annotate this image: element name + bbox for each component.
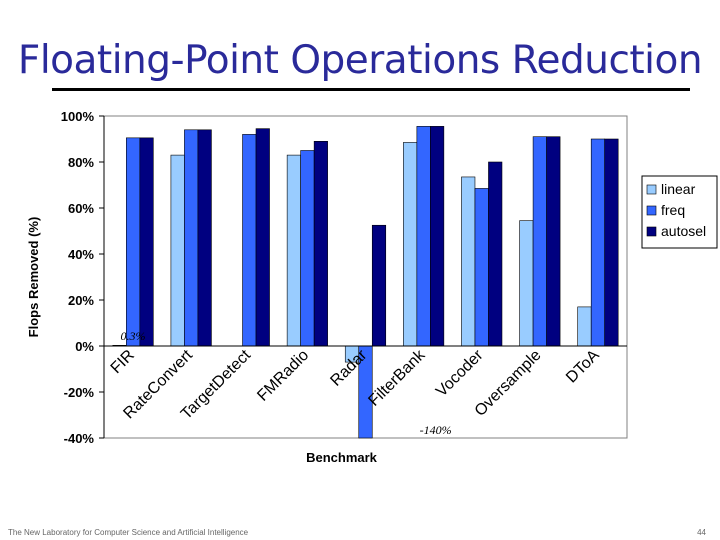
bar-autosel (371, 224, 387, 347)
legend-swatch-autosel (646, 226, 657, 237)
legend-swatch-freq (646, 205, 657, 216)
bar-linear (286, 154, 301, 347)
bar-linear (170, 154, 185, 347)
bar-autosel (255, 128, 270, 347)
bar-freq (300, 150, 315, 347)
y-tick-label: 40% (68, 247, 94, 262)
bar-autosel (604, 138, 619, 347)
legend-swatch-linear (646, 184, 657, 195)
slide-title: Floating-Point Operations Reduction (17, 38, 703, 83)
bar-autosel (546, 136, 561, 347)
bar-autosel (139, 137, 154, 347)
bar-linear (519, 220, 534, 347)
bar-freq (474, 188, 489, 347)
bar-freq (126, 137, 141, 347)
footer-text: The New Laboratory for Computer Science … (8, 528, 249, 537)
legend-label-autosel: autosel (661, 223, 706, 239)
y-tick-label: -20% (64, 385, 95, 400)
title-rule (52, 88, 690, 91)
bar-freq (532, 136, 547, 347)
bar-freq (416, 126, 431, 347)
y-tick-label: 100% (61, 109, 95, 124)
bar-linear (461, 176, 476, 347)
legend-label-linear: linear (661, 181, 696, 197)
bar-autosel (488, 161, 503, 347)
bar-autosel (197, 129, 212, 347)
bar-autosel (313, 141, 328, 347)
y-tick-label: -40% (64, 431, 95, 446)
bar-freq (242, 134, 257, 347)
y-axis-title: Flops Removed (%) (26, 217, 41, 338)
y-tick-label: 0% (75, 339, 94, 354)
legend-label-freq: freq (661, 202, 685, 218)
data-annotation: -140% (420, 423, 452, 437)
bar-freq (590, 138, 605, 347)
bar-freq (184, 129, 199, 347)
y-tick-label: 60% (68, 201, 94, 216)
bar-linear (403, 142, 418, 347)
bar-autosel (430, 126, 445, 347)
page-number: 44 (697, 528, 706, 537)
bar-linear (577, 306, 592, 347)
y-tick-label: 80% (68, 155, 94, 170)
x-axis-title: Benchmark (306, 450, 378, 465)
y-tick-label: 20% (68, 293, 94, 308)
data-annotation: 0.3% (121, 329, 146, 343)
